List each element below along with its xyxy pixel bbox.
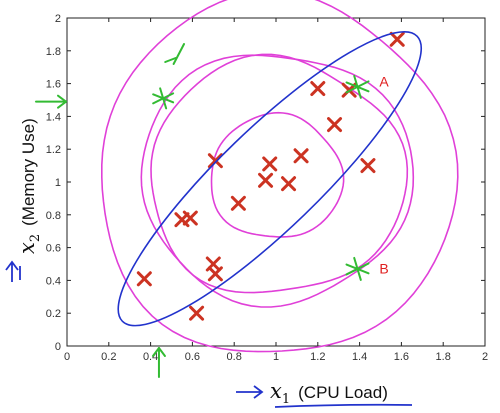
y-tick-label: 1	[55, 177, 61, 189]
data-point	[360, 158, 376, 174]
data-point-stroke	[258, 172, 274, 188]
y-tick-label: 0.4	[46, 275, 61, 287]
y-tick-label: 1.8	[46, 46, 61, 58]
contour-1	[210, 111, 345, 238]
y-axis-pen-arrow-head	[57, 94, 67, 103]
x-axis-pen-arrow-head	[157, 347, 166, 357]
y-axis-pen-arrow-head	[57, 100, 67, 109]
data-point-stroke	[281, 176, 297, 192]
y-tick-label: 0.2	[46, 308, 61, 320]
data-point	[327, 117, 343, 133]
data-point	[182, 210, 198, 226]
data-point-stroke	[360, 158, 376, 174]
x-axis-pen-arrow-head	[151, 347, 160, 357]
data-point-stroke	[310, 81, 326, 97]
plot-frame	[66, 17, 486, 347]
x-tick-label: 0	[64, 351, 70, 363]
x-tick-label: 1.8	[436, 351, 451, 363]
data-point	[230, 195, 246, 211]
data-point	[310, 81, 326, 97]
data-point	[136, 271, 152, 287]
top-pen-mark	[164, 57, 177, 63]
x-axis-text: (CPU Load)	[298, 383, 388, 402]
pen-mark-upper-left	[152, 87, 175, 110]
y-tick-label: 0	[55, 341, 61, 353]
x-axis-symbol: x	[270, 379, 282, 403]
data-point-stroke	[262, 156, 278, 172]
data-point-stroke	[230, 195, 246, 211]
gaussian-contours	[101, 0, 459, 353]
contour-2	[150, 53, 409, 294]
data-point	[258, 172, 274, 188]
data-point-stroke	[207, 153, 223, 169]
x-tick-label: 1.2	[310, 351, 325, 363]
y-label-arrow	[5, 260, 21, 282]
data-point	[293, 148, 309, 164]
x-label-arrow	[236, 385, 264, 399]
contour-4	[101, 0, 459, 353]
correlated-ellipse-outline	[117, 31, 423, 327]
contour-3	[140, 54, 415, 308]
labels: x1 (CPU Load)x2(Memory Use)AB	[5, 74, 413, 408]
point-a-mark	[345, 74, 370, 99]
data-point	[207, 153, 223, 169]
y-tick-label: 1.6	[46, 79, 61, 91]
x-axis-subscript: 1	[282, 392, 290, 407]
annotation-b: B	[379, 261, 388, 277]
x-tick-label: 0.2	[101, 351, 116, 363]
y-tick-label: 1.4	[46, 111, 61, 123]
data-point-stroke	[189, 305, 205, 321]
data-point-stroke	[136, 271, 152, 287]
y-tick-label: 1.2	[46, 144, 61, 156]
x-tick-label: 1.6	[394, 351, 409, 363]
data-point-stroke	[182, 210, 198, 226]
x-tick-label: 2	[482, 351, 488, 363]
y-tick-label: 0.8	[46, 210, 61, 222]
data-point-stroke	[327, 117, 343, 133]
y-axis-subscript: 2	[28, 234, 43, 242]
pen-marks	[35, 43, 370, 378]
x-axis-label: x1 (CPU Load)	[270, 379, 388, 407]
annotation-a: A	[379, 74, 389, 90]
data-point	[189, 305, 205, 321]
x-tick-label: 1.4	[352, 351, 367, 363]
point-b-mark	[345, 256, 370, 281]
y-axis-symbol: x	[15, 242, 39, 254]
pen-stroke	[345, 80, 370, 94]
top-pen-mark	[172, 43, 186, 65]
data-point	[207, 266, 223, 282]
x-tick-label: 0.6	[185, 351, 200, 363]
data-point-stroke	[389, 31, 405, 47]
y-axis-label: x2 (Memory Use)	[15, 118, 43, 254]
data-point	[389, 31, 405, 47]
data-points	[136, 31, 405, 321]
pen-stroke	[152, 92, 175, 105]
data-point	[262, 156, 278, 172]
y-tick-label: 2	[55, 13, 61, 25]
axes: 0 0.2 0.4 0.6 0.8 1 1.2 1.4 1.6 1.8 200.20.40.60.8…	[46, 13, 488, 363]
data-point-stroke	[293, 148, 309, 164]
y-tick-label: 0.6	[46, 243, 61, 255]
x-tick-label: 1	[273, 351, 279, 363]
x-tick-label: 0.8	[227, 351, 242, 363]
data-point	[281, 176, 297, 192]
data-point-stroke	[207, 266, 223, 282]
pen-stroke	[345, 262, 370, 276]
y-axis-text: (Memory Use)	[19, 118, 38, 226]
x-label-underline	[274, 403, 413, 408]
correlated-ellipse	[117, 31, 423, 327]
